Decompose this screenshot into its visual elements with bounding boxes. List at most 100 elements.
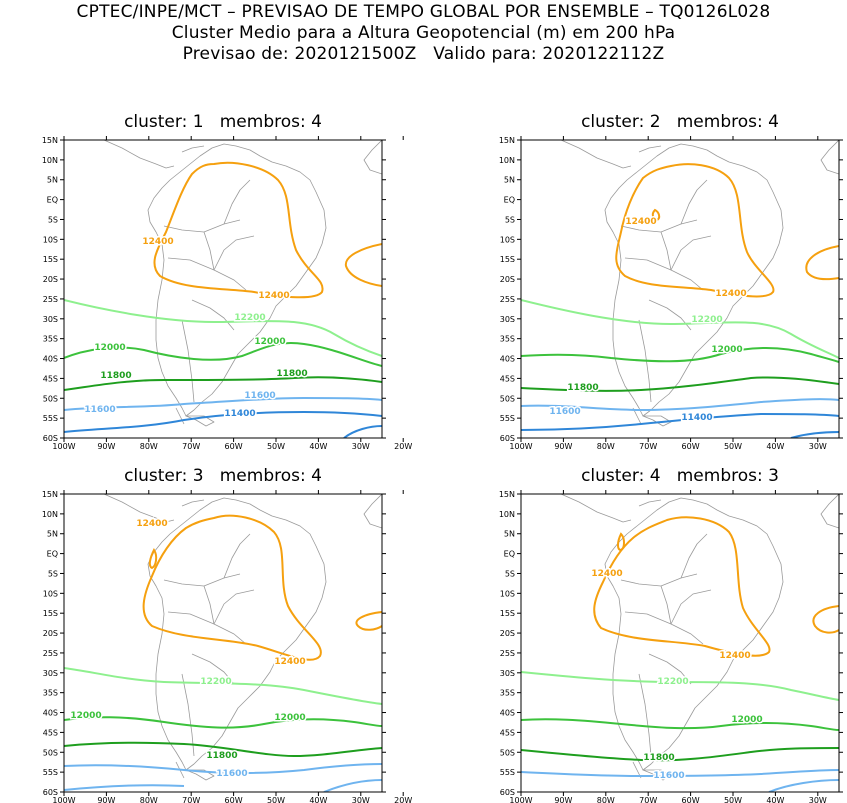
lon-tick-label: 70W bbox=[639, 796, 657, 803]
lat-tick-label: EQ bbox=[47, 550, 58, 559]
lat-tick-label: 25S bbox=[500, 295, 515, 304]
lon-tick-label: 60W bbox=[682, 442, 700, 451]
lat-tick-label: 35S bbox=[43, 335, 58, 344]
lon-tick-label: 80W bbox=[597, 442, 615, 451]
lat-tick-label: 15N bbox=[499, 490, 515, 499]
lat-tick-label: 30S bbox=[43, 669, 58, 678]
lat-tick-label: 15N bbox=[499, 136, 515, 145]
contour-line-11800 bbox=[64, 376, 382, 391]
contour-label-12400: 12400 bbox=[258, 291, 289, 301]
contour-line-12400 bbox=[651, 208, 661, 222]
lat-tick-label: 55S bbox=[500, 414, 515, 423]
contour-label-11600: 11600 bbox=[549, 407, 580, 417]
lat-tick-label: 15S bbox=[43, 255, 58, 264]
lon-tick-label: 90W bbox=[554, 442, 572, 451]
contour-label-11800: 11800 bbox=[567, 383, 598, 393]
contour-line-12400 bbox=[617, 532, 625, 552]
contour-label-11800: 11800 bbox=[206, 751, 237, 761]
plot-frame bbox=[520, 139, 840, 439]
map-panel-4: 12400 12400 12200 12000 11800 11600 15N 10N 5N EQ… bbox=[499, 490, 843, 803]
lat-tick-label: 45S bbox=[500, 728, 515, 737]
lat-tick-label: 5S bbox=[505, 215, 515, 224]
lat-tick-label: 20S bbox=[500, 275, 515, 284]
contour-label-11600: 11600 bbox=[216, 769, 247, 779]
lon-tick-label: 50W bbox=[267, 796, 285, 803]
lon-tick-label: 30W bbox=[809, 442, 827, 451]
contour-line-11800 bbox=[521, 747, 839, 762]
lat-tick-label: 40S bbox=[500, 355, 515, 364]
contour-label-11600: 11600 bbox=[653, 771, 684, 781]
lon-tick-label: 100W bbox=[509, 796, 532, 803]
plot-area bbox=[64, 494, 382, 792]
contour-line-12400 bbox=[812, 605, 839, 634]
lon-tick-label: 60W bbox=[225, 442, 243, 451]
contour-line-11400 bbox=[343, 425, 382, 438]
contour-line-12200 bbox=[64, 667, 382, 705]
map-panel-1: 12400 12400 12200 12000 12000 11800 11800 11600… bbox=[42, 136, 412, 451]
contour-line-12400 bbox=[355, 611, 382, 631]
lon-tick-label: 60W bbox=[225, 796, 243, 803]
lat-tick-label: 35S bbox=[500, 335, 515, 344]
lat-tick-label: 30S bbox=[43, 315, 58, 324]
lon-tick-label: 90W bbox=[554, 796, 572, 803]
lat-tick-label: 40S bbox=[43, 355, 58, 364]
lon-tick-label: 100W bbox=[509, 442, 532, 451]
lon-tick-label: 40W bbox=[309, 796, 327, 803]
map-panel-3: 12400 12400 12200 12000 12000 11800 11600 15N 10… bbox=[42, 490, 412, 803]
lat-tick-label: EQ bbox=[504, 196, 515, 205]
contour-line-11600 bbox=[768, 779, 839, 792]
contour-line-11600 bbox=[521, 769, 839, 778]
contour-line-11600 bbox=[64, 784, 185, 791]
contour-line-12200 bbox=[521, 671, 839, 701]
contour-line-11600 bbox=[64, 763, 382, 774]
lat-tick-label: 55S bbox=[43, 768, 58, 777]
lat-tick-label: 5N bbox=[47, 530, 58, 539]
contour-label-12400: 12400 bbox=[719, 651, 750, 661]
panel-2-title: cluster: 2 membros: 4 bbox=[581, 112, 779, 132]
lat-tick-label: 10N bbox=[42, 156, 58, 165]
contour-label-12000: 12000 bbox=[274, 713, 305, 723]
contour-line-12000 bbox=[64, 341, 382, 367]
lat-tick-label: 10S bbox=[500, 235, 515, 244]
contour-line-12200 bbox=[64, 299, 382, 357]
lat-tick-label: 50S bbox=[43, 394, 58, 403]
contour-line-12400 bbox=[344, 243, 382, 287]
lon-tick-label: 30W bbox=[352, 442, 370, 451]
main-subtitle: Cluster Medio para a Altura Geopotencial… bbox=[171, 23, 676, 43]
lat-tick-label: 10S bbox=[43, 589, 58, 598]
contour-line-11800 bbox=[64, 741, 382, 758]
lon-tick-label: 40W bbox=[766, 442, 784, 451]
lat-tick-label: 20S bbox=[43, 275, 58, 284]
lat-tick-label: 50S bbox=[500, 748, 515, 757]
lon-tick-label: 90W bbox=[97, 796, 115, 803]
contour-line-12400 bbox=[805, 245, 839, 281]
lat-tick-label: 45S bbox=[43, 374, 58, 383]
lat-tick-label: 25S bbox=[43, 295, 58, 304]
contour-label-12400: 12400 bbox=[274, 657, 305, 667]
contour-line-12400 bbox=[593, 516, 771, 657]
lat-tick-label: 25S bbox=[500, 649, 515, 658]
contour-label-12000: 12000 bbox=[94, 343, 125, 353]
lat-tick-label: 15N bbox=[42, 490, 58, 499]
lon-tick-label: 100W bbox=[52, 442, 75, 451]
lon-tick-label: 40W bbox=[309, 442, 327, 451]
plot-area bbox=[64, 140, 382, 438]
lat-tick-label: 5S bbox=[48, 569, 58, 578]
lon-tick-label: 80W bbox=[140, 442, 158, 451]
lat-tick-label: 15S bbox=[500, 255, 515, 264]
lon-tick-label: 70W bbox=[182, 796, 200, 803]
contour-line-11600 bbox=[323, 779, 382, 792]
main-title: CPTEC/INPE/MCT – PREVISAO DE TEMPO GLOBA… bbox=[76, 2, 771, 22]
lon-tick-label: 50W bbox=[724, 796, 742, 803]
lon-tick-label: 80W bbox=[140, 796, 158, 803]
lon-tick-label: 80W bbox=[597, 796, 615, 803]
lat-tick-label: 60S bbox=[500, 788, 515, 797]
contour-line-12000 bbox=[64, 716, 382, 729]
contour-label-12000: 12000 bbox=[70, 711, 101, 721]
contour-line-12400 bbox=[153, 161, 324, 299]
contour-label-12200: 12200 bbox=[691, 315, 722, 325]
contour-line-12000 bbox=[521, 718, 839, 731]
lon-tick-label: 20W bbox=[394, 442, 412, 451]
lat-tick-label: 15N bbox=[42, 136, 58, 145]
lat-tick-label: 30S bbox=[500, 315, 515, 324]
